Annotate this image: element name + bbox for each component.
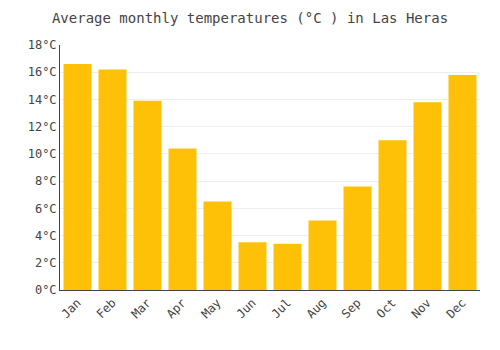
svg-text:4°C: 4°C	[35, 229, 57, 243]
svg-text:Aug: Aug	[304, 296, 329, 321]
svg-text:Nov: Nov	[409, 296, 434, 321]
svg-text:2°C: 2°C	[35, 256, 57, 270]
svg-text:10°C: 10°C	[28, 147, 57, 161]
svg-text:Jun: Jun	[234, 296, 259, 321]
svg-text:Jul: Jul	[269, 296, 294, 321]
svg-text:16°C: 16°C	[28, 65, 57, 79]
svg-text:Jan: Jan	[59, 296, 84, 321]
svg-text:18°C: 18°C	[28, 38, 57, 52]
svg-text:Apr: Apr	[164, 296, 189, 321]
svg-text:12°C: 12°C	[28, 120, 57, 134]
svg-text:14°C: 14°C	[28, 93, 57, 107]
svg-text:May: May	[199, 296, 224, 321]
svg-text:Average monthly temperatures (: Average monthly temperatures (°C ) in La…	[52, 10, 448, 26]
svg-text:0°C: 0°C	[35, 283, 57, 297]
svg-text:Dec: Dec	[444, 296, 469, 321]
svg-text:Feb: Feb	[94, 296, 119, 321]
svg-text:8°C: 8°C	[35, 174, 57, 188]
svg-text:Mar: Mar	[129, 296, 154, 321]
svg-text:Oct: Oct	[374, 296, 399, 321]
svg-text:Sep: Sep	[339, 296, 364, 321]
svg-text:6°C: 6°C	[35, 202, 57, 216]
